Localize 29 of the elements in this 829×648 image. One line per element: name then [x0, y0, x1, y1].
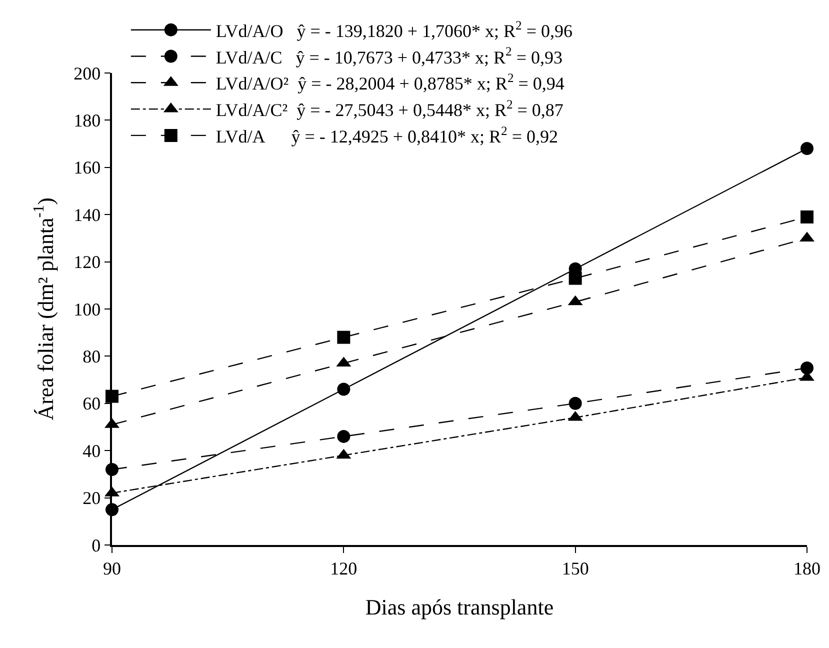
legend-label: LVd/A/C² ŷ = - 27,5043 + 0,5448* x; R$^{2}$ = 0,87 — [216, 98, 564, 120]
x-tick-label: 120 — [330, 558, 358, 578]
legend-label: LVd/A/C ŷ = - 10,7673 + 0,4733* x; R$^{2}$ = 0,93 — [216, 44, 563, 68]
point — [337, 430, 350, 443]
y-tick-label: 20 — [82, 488, 101, 508]
y-tick-label: 80 — [82, 346, 101, 366]
point — [800, 142, 814, 156]
legend-label: LVd/A/O ŷ = - 139,1820 + 1,7060* x; R$^{2}$ = 0,96 — [216, 18, 573, 41]
y-tick-label: 200 — [74, 63, 101, 84]
y-tick-label: 120 — [74, 252, 101, 272]
y-tick-label: 140 — [74, 204, 101, 225]
x-tick-label: 90 — [103, 558, 121, 578]
point — [337, 382, 350, 396]
point — [568, 396, 582, 410]
y-tick-label: 40 — [82, 440, 101, 461]
legend-label: LVd/A ŷ = - 12,4925 + 0,8410* x; R$^{2}$ = 0,92 — [216, 124, 558, 146]
point — [568, 272, 582, 285]
point — [800, 210, 814, 224]
x-tick-label: 180 — [794, 558, 820, 578]
x-tick-label: 150 — [562, 558, 589, 578]
point — [800, 362, 814, 374]
point — [337, 330, 350, 344]
y-tick-label: 180 — [74, 110, 101, 130]
y-tick-label: 60 — [82, 394, 101, 414]
legend-label: LVd/A/O² ŷ = - 28,2004 + 0,8785* x; R$^{2}$ = 0,94 — [216, 71, 564, 94]
y-tick-label: 100 — [74, 299, 101, 320]
y-tick-label: 0 — [92, 535, 101, 556]
y-tick-label: 160 — [74, 158, 101, 178]
x-axis-title: Dias após transplante — [365, 594, 554, 620]
